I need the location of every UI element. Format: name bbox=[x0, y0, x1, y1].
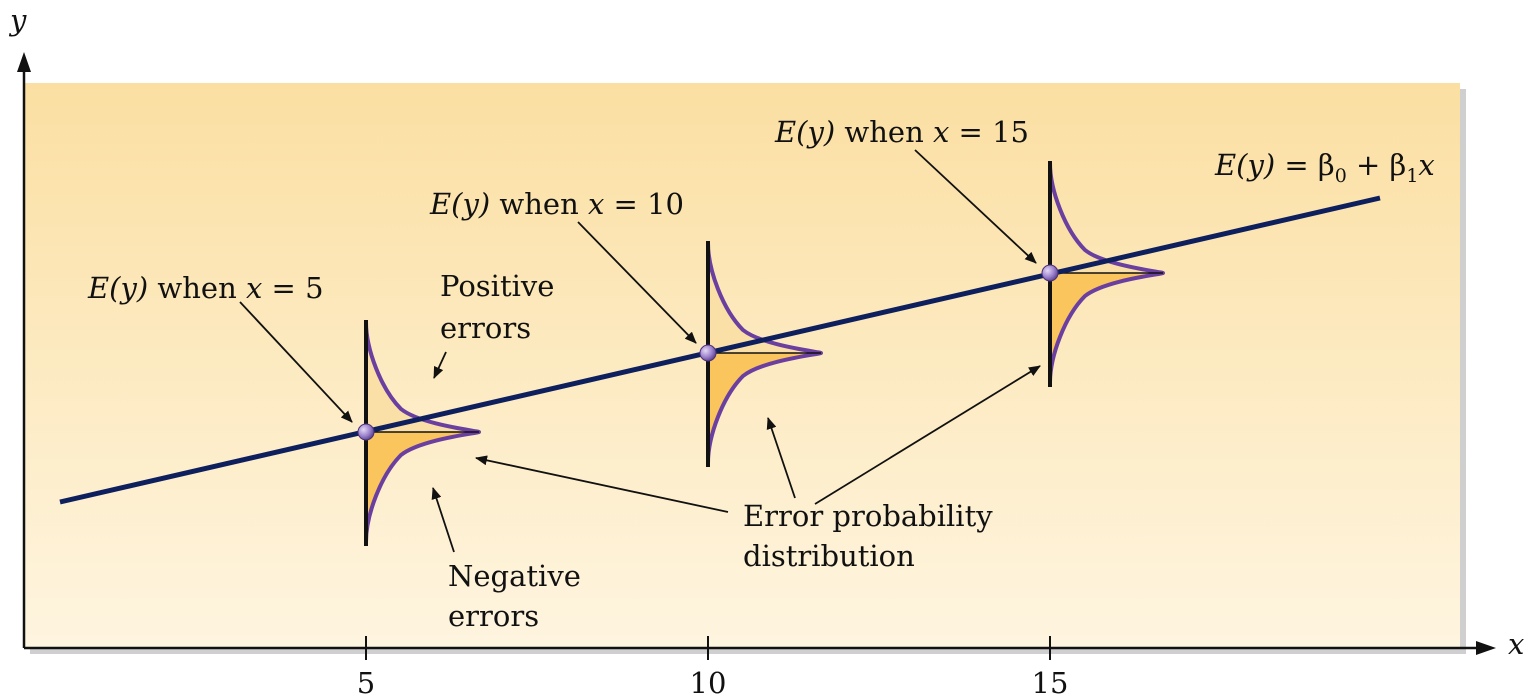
negative-errors-label-2: errors bbox=[448, 599, 539, 633]
arrow-positive-errors bbox=[433, 351, 447, 379]
x-tick-label-5: 5 bbox=[357, 666, 375, 699]
arrow-negative-errors bbox=[431, 487, 455, 553]
arrow-error-dist-x15 bbox=[814, 365, 1041, 505]
mean-point-x5 bbox=[357, 423, 375, 441]
y-axis bbox=[17, 52, 31, 648]
arrow-ey-x5 bbox=[239, 301, 353, 423]
regression-equation: E(y) = β0 + β1x bbox=[1214, 148, 1435, 187]
error-distribution-label-2: distribution bbox=[743, 539, 915, 573]
x-tick-label-15: 15 bbox=[1032, 666, 1069, 699]
regression-line bbox=[59, 195, 1381, 505]
positive-errors-label-2: errors bbox=[440, 311, 531, 345]
x-axis bbox=[24, 641, 1496, 655]
x-tick-label-10: 10 bbox=[690, 666, 727, 699]
y-axis-label: y bbox=[8, 3, 27, 37]
x-axis-label: x bbox=[1508, 627, 1524, 661]
mean-point-x10 bbox=[699, 344, 717, 362]
label-ey-x10: E(y) when x = 10 bbox=[429, 187, 684, 221]
label-ey-x5: E(y) when x = 5 bbox=[87, 271, 324, 305]
arrow-ey-x10 bbox=[577, 221, 697, 344]
arrow-error-dist-x5 bbox=[475, 455, 729, 513]
positive-errors-label-1: Positive bbox=[440, 269, 554, 303]
negative-errors-label-1: Negative bbox=[448, 559, 581, 593]
error-distribution-label-1: Error probability bbox=[743, 499, 993, 533]
annotation-arrows bbox=[239, 149, 1041, 553]
mean-point-x15 bbox=[1041, 264, 1059, 282]
arrow-error-dist-x10 bbox=[766, 417, 796, 499]
arrow-ey-x15 bbox=[914, 149, 1037, 264]
label-ey-x15: E(y) when x = 15 bbox=[774, 115, 1029, 149]
